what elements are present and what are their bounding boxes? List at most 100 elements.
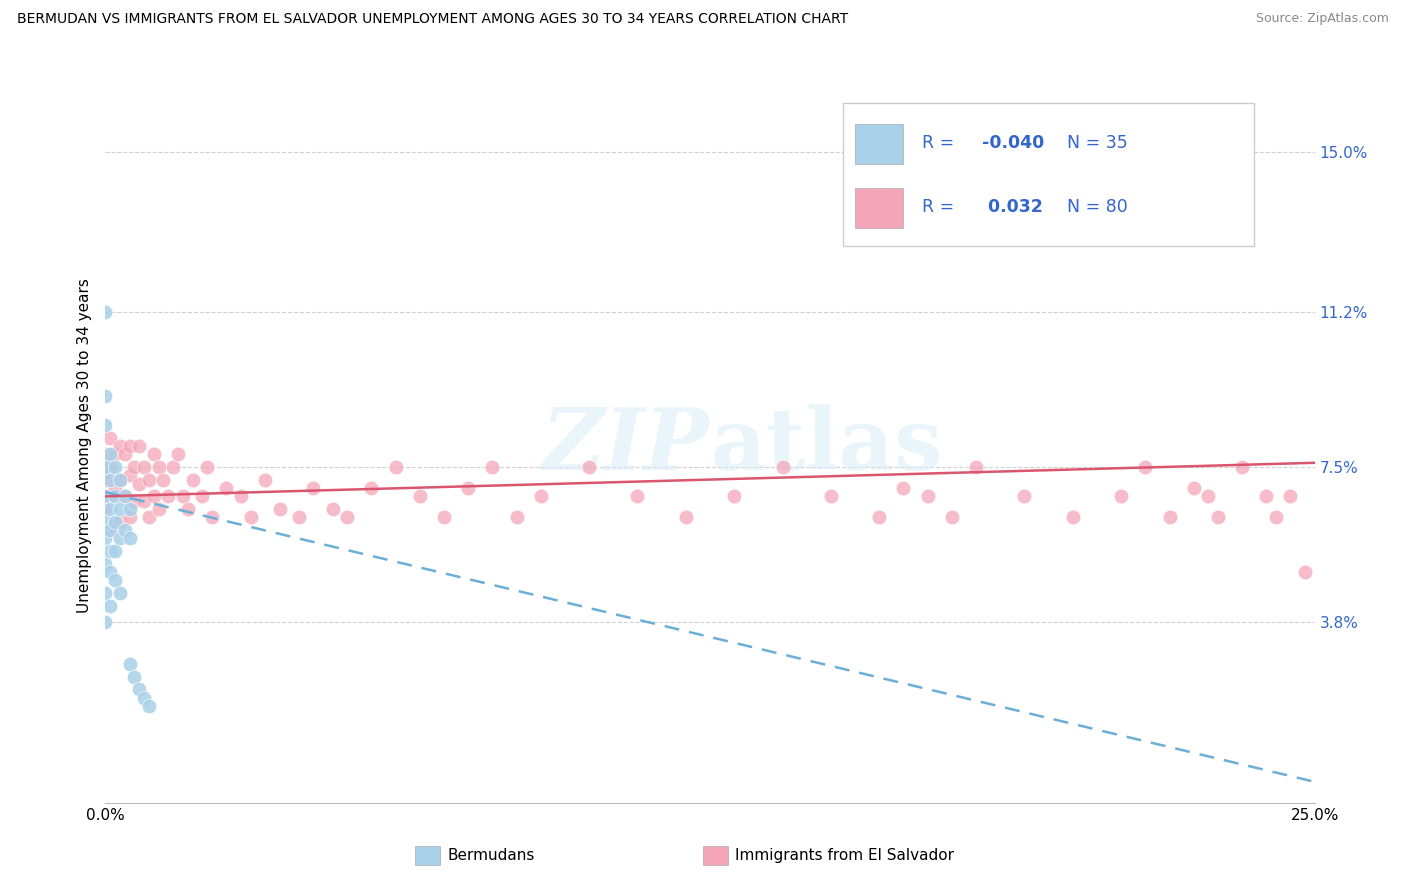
Point (124, 670, 146, 684)
Point (104, 515, 127, 529)
Point (505, 510, 527, 524)
Text: atlas: atlas (710, 404, 942, 488)
Point (868, 510, 890, 524)
Point (94, 460, 117, 475)
Point (128, 476, 150, 491)
Text: Source: ZipAtlas.com: Source: ZipAtlas.com (1256, 12, 1389, 25)
Point (288, 510, 311, 524)
Point (94, 502, 117, 516)
Point (148, 460, 170, 475)
Point (134, 493, 156, 508)
Text: ZIP: ZIP (543, 404, 710, 488)
Text: Bermudans: Bermudans (447, 848, 534, 863)
Point (893, 481, 915, 495)
Text: R =: R = (922, 134, 959, 152)
Point (626, 489, 648, 503)
Point (1294, 565, 1316, 579)
Point (138, 510, 160, 524)
Point (138, 699, 160, 714)
Point (1109, 489, 1132, 503)
Point (94, 557, 117, 571)
Point (917, 489, 939, 503)
Point (820, 489, 842, 503)
Point (98, 460, 121, 475)
Point (772, 460, 794, 475)
Point (94, 615, 117, 630)
Point (94, 417, 117, 432)
Point (360, 481, 382, 495)
Point (181, 473, 204, 487)
Point (108, 515, 131, 529)
Point (229, 489, 252, 503)
Point (172, 489, 194, 503)
Point (1159, 510, 1181, 524)
Point (128, 439, 150, 453)
Point (128, 682, 150, 697)
Point (1206, 510, 1229, 524)
Point (1135, 460, 1157, 475)
Point (195, 460, 218, 475)
Point (98, 502, 121, 516)
Point (142, 489, 165, 503)
Point (384, 460, 406, 475)
Point (176, 502, 198, 516)
Text: R =: R = (922, 198, 959, 216)
Point (162, 460, 184, 475)
Point (94, 473, 117, 487)
Point (239, 510, 262, 524)
Point (118, 439, 141, 453)
Point (98, 565, 121, 579)
Point (409, 489, 432, 503)
Point (94, 489, 117, 503)
Text: N = 80: N = 80 (1067, 198, 1128, 216)
Bar (855, 124, 904, 164)
Text: -0.040: -0.040 (983, 134, 1045, 152)
Point (104, 574, 127, 588)
Point (148, 502, 170, 516)
Point (98, 523, 121, 537)
Point (191, 489, 214, 503)
Point (1197, 489, 1219, 503)
Point (114, 447, 136, 461)
Point (104, 447, 127, 461)
Point (104, 481, 127, 495)
Point (1279, 489, 1302, 503)
Point (98, 489, 121, 503)
Point (941, 510, 963, 524)
Point (457, 481, 479, 495)
Text: Immigrants from El Salvador: Immigrants from El Salvador (735, 848, 955, 863)
Point (98, 431, 121, 445)
Point (114, 523, 136, 537)
Point (675, 510, 697, 524)
Point (108, 473, 131, 487)
Point (104, 544, 127, 558)
FancyBboxPatch shape (844, 103, 1254, 246)
Point (98, 473, 121, 487)
Point (94, 586, 117, 600)
Point (118, 657, 141, 672)
Point (578, 460, 600, 475)
Point (1182, 481, 1205, 495)
Point (433, 510, 456, 524)
Point (114, 489, 136, 503)
Point (104, 460, 127, 475)
Bar (855, 188, 904, 228)
Point (138, 473, 160, 487)
Text: 0.032: 0.032 (983, 198, 1043, 216)
Point (94, 532, 117, 546)
Point (98, 544, 121, 558)
Point (152, 473, 174, 487)
Point (530, 489, 553, 503)
Point (1014, 489, 1036, 503)
Point (201, 510, 224, 524)
Point (965, 460, 987, 475)
Point (118, 502, 141, 516)
Point (118, 532, 141, 546)
Point (124, 493, 146, 508)
Point (94, 515, 117, 529)
Point (108, 439, 131, 453)
Point (124, 460, 146, 475)
Point (1264, 510, 1286, 524)
Point (134, 460, 156, 475)
Point (118, 468, 141, 483)
